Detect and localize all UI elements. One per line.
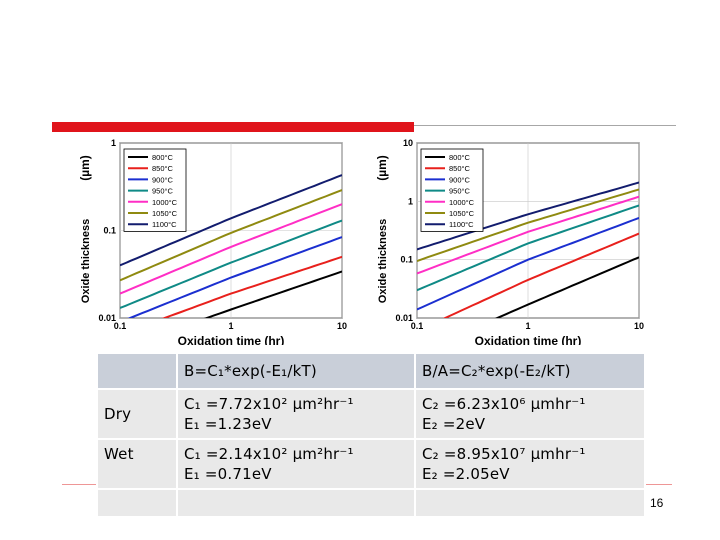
legend-label: 1000°C [152,198,178,207]
empty-cell [96,488,178,518]
y-tick-label: 1 [408,196,413,206]
table-header-linear: B/A=C₂*exp(-E₂/kT) [414,352,646,390]
y-tick-label: 0.1 [400,255,413,265]
series-line [203,270,342,318]
row-label-dry: Dry [96,388,178,440]
wet-oxidation-chart: 0.1 1 10 0.01 0.1 1 10 Oxidation time (hr) (µm) O… [372,135,672,345]
dry-c1: C₁ =7.72x10² µm²hr⁻¹ [184,395,354,413]
dry-parabolic-cell: C₁ =7.72x10² µm²hr⁻¹ E₁ =1.23eV [176,388,416,440]
legend-label: 850°C [449,164,471,173]
table-row [96,488,646,518]
y-axis-name-label: Oxide thickness [80,219,92,303]
legend-label: 800°C [449,153,471,162]
y-axis-name-label: Oxide thickness [377,219,389,303]
wet-c2: C₂ =8.95x10⁷ µmhr⁻¹ [422,445,586,463]
series-line [494,256,639,318]
x-tick-label: 10 [337,321,347,331]
y-axis-unit-label: (µm) [78,155,92,181]
x-tick-label: 1 [525,321,530,331]
y-tick-label: 0.01 [395,313,413,323]
legend-label: 1100°C [449,220,474,229]
series-line [120,203,342,295]
legend-label: 900°C [449,175,471,184]
series-line [442,232,639,318]
y-tick-label: 10 [403,138,413,148]
series-line [127,236,342,318]
legend-label: 1050°C [449,209,475,218]
empty-cell [176,488,416,518]
dry-oxidation-chart: 0.1 1 10 0.01 0.1 1 Oxidation time (hr) (µm) Oxi… [75,135,375,345]
dry-c2: C₂ =6.23x10⁶ µmhr⁻¹ [422,395,586,413]
y-axis-unit-label: (µm) [375,155,389,181]
series-line [120,219,342,309]
legend-label: 850°C [152,164,174,173]
series-line [417,216,639,311]
page-number: 16 [650,496,664,510]
legend-label: 1000°C [449,198,475,207]
series-line [417,204,639,292]
table-row: Dry C₁ =7.72x10² µm²hr⁻¹ E₁ =1.23eV C₂ =… [96,388,646,440]
y-tick-label: 0.1 [103,226,116,236]
legend-label: 900°C [152,175,174,184]
row-label-wet: Wet [96,438,178,490]
title-accent-bar [52,122,414,132]
wet-e2: E₂ =2.05eV [422,465,510,483]
dry-linear-cell: C₂ =6.23x10⁶ µmhr⁻¹ E₂ =2eV [414,388,646,440]
wet-parabolic-cell: C₁ =2.14x10² µm²hr⁻¹ E₁ =0.71eV [176,438,416,490]
wet-e1: E₁ =0.71eV [184,465,272,483]
x-axis-label: Oxidation time (hr) [475,334,582,345]
wet-c1: C₁ =2.14x10² µm²hr⁻¹ [184,445,354,463]
x-tick-label: 0.1 [114,321,127,331]
x-tick-label: 1 [228,321,233,331]
legend-label: 800°C [152,153,174,162]
rate-constant-table: B=C₁*exp(-E₁/kT) B/A=C₂*exp(-E₂/kT) Dry … [96,352,646,518]
x-axis-label: Oxidation time (hr) [178,334,285,345]
x-tick-label: 0.1 [411,321,424,331]
table-row: Wet C₁ =2.14x10² µm²hr⁻¹ E₁ =0.71eV C₂ =… [96,438,646,490]
legend-label: 1050°C [152,209,178,218]
legend-label: 1100°C [152,220,177,229]
table-header-parabolic: B=C₁*exp(-E₁/kT) [176,352,416,390]
title-divider-line [414,125,676,126]
series-line [417,188,639,262]
series-line [417,181,639,251]
y-tick-label: 1 [111,138,116,148]
x-tick-label: 10 [634,321,644,331]
legend-label: 950°C [449,187,471,196]
empty-cell [414,488,646,518]
table-header-blank [96,352,178,390]
table-header-row: B=C₁*exp(-E₁/kT) B/A=C₂*exp(-E₂/kT) [96,352,646,390]
series-line [417,195,639,275]
y-tick-label: 0.01 [98,313,116,323]
series-line [120,174,342,267]
dry-e2: E₂ =2eV [422,415,486,433]
wet-linear-cell: C₂ =8.95x10⁷ µmhr⁻¹ E₂ =2.05eV [414,438,646,490]
series-line [161,255,342,318]
legend-label: 950°C [152,187,174,196]
dry-e1: E₁ =1.23eV [184,415,272,433]
series-line [120,189,342,282]
